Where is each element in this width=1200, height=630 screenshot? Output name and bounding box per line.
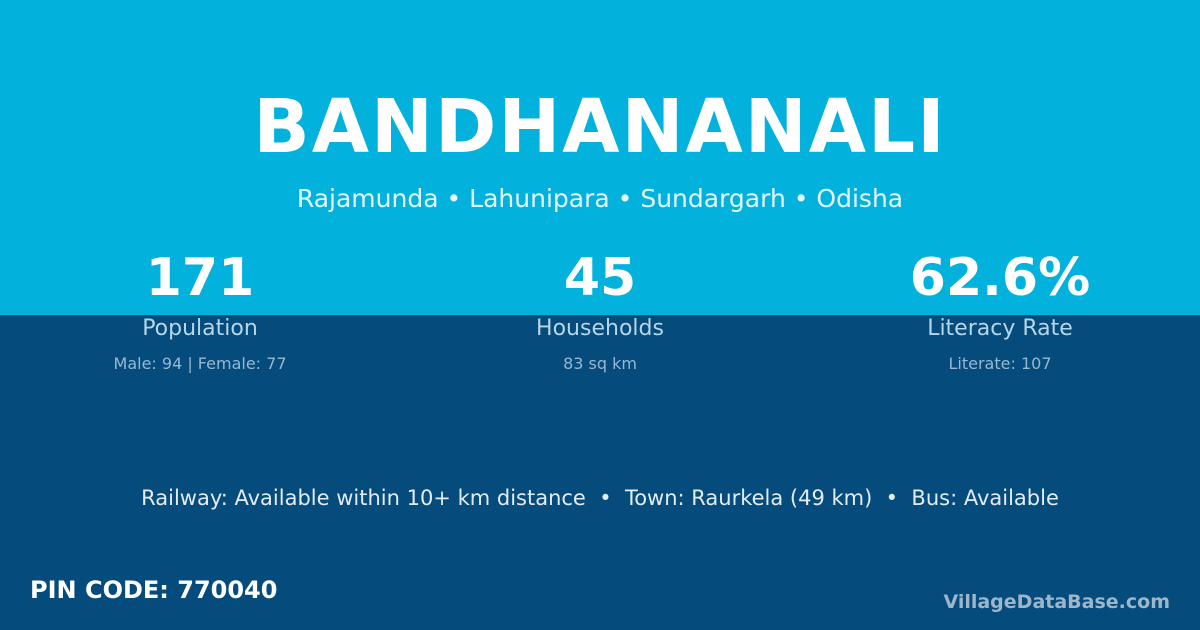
title: BANDHANANALI — [253, 84, 947, 170]
stat-value: 171 — [145, 248, 255, 308]
connectivity: Railway: Available within 10+ km distanc… — [141, 486, 1059, 510]
stat-label: Households — [536, 316, 664, 341]
stat-label: Population — [142, 316, 258, 341]
stat-detail: 83 sq km — [563, 354, 637, 373]
stat-value: 45 — [563, 248, 637, 308]
header-band — [0, 0, 1200, 315]
pin-code: PIN CODE: 770040 — [30, 576, 278, 604]
stat-detail: Literate: 107 — [948, 354, 1052, 373]
stat-detail: Male: 94 | Female: 77 — [113, 354, 287, 373]
subtitle: Rajamunda • Lahunipara • Sundargarh • Od… — [296, 184, 904, 213]
brand: VillageDataBase.com — [943, 591, 1170, 613]
stat-label: Literacy Rate — [927, 316, 1073, 341]
stat-value: 62.6% — [909, 248, 1091, 308]
